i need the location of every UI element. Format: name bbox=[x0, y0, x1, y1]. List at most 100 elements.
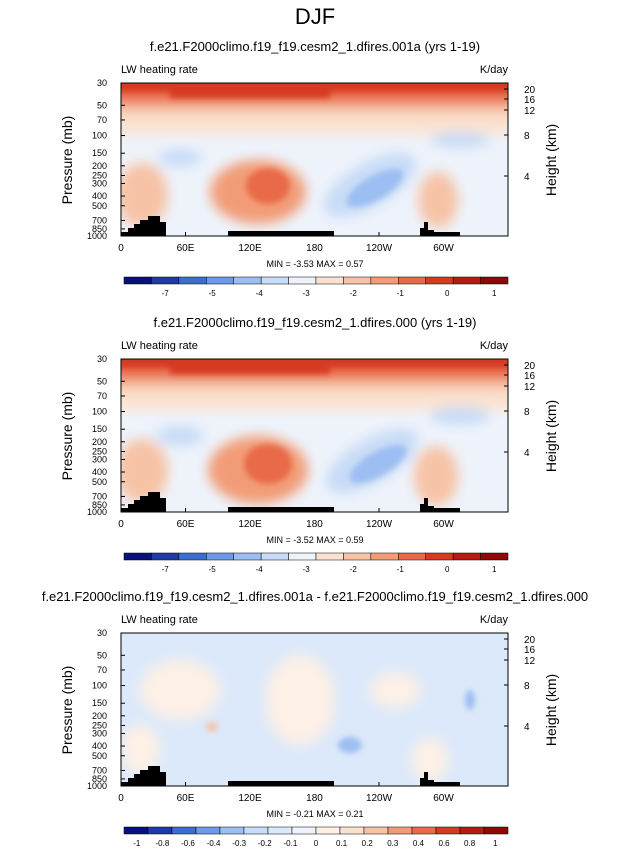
colorbar-label: -7 bbox=[162, 565, 170, 574]
y-tick-label: 850 bbox=[92, 500, 107, 510]
y-axis-label: Pressure (mb) bbox=[59, 392, 75, 481]
x-tick-label: 180 bbox=[306, 519, 323, 530]
colorbar-label: -0.4 bbox=[207, 839, 221, 848]
y-tick-label: 1000 bbox=[87, 507, 107, 517]
x-tick-labels: 0 60E 120E 180 120W 60W bbox=[118, 782, 454, 804]
colorbar-swatch bbox=[288, 552, 317, 561]
colorbar-label: -5 bbox=[209, 289, 217, 298]
colorbar-swatch bbox=[219, 826, 245, 835]
colorbar-label: -4 bbox=[256, 289, 264, 298]
colorbar-swatch bbox=[243, 826, 269, 835]
colorbar-swatch bbox=[315, 276, 344, 285]
colorbar: -7 -5 -4 -3 -2 -1 0 1 bbox=[123, 552, 509, 574]
y2-tick-label: 4 bbox=[524, 448, 530, 459]
colorbar: -7 -5 -4 -3 -2 -1 0 1 bbox=[123, 276, 509, 298]
colorbar-swatch bbox=[291, 826, 317, 835]
colorbar-label: -2 bbox=[350, 565, 358, 574]
y-tick-label: 700 bbox=[92, 765, 107, 775]
colorbar-label: 0.1 bbox=[336, 839, 348, 848]
colorbar-label: 0 bbox=[314, 839, 319, 848]
colorbar-label: -3 bbox=[303, 289, 311, 298]
colorbar-label: -0.2 bbox=[258, 839, 272, 848]
figure-title: DJF bbox=[295, 4, 335, 29]
y-tick-label: 30 bbox=[97, 628, 107, 638]
y-tick-label: 100 bbox=[92, 131, 107, 141]
x-tick-label: 120W bbox=[366, 793, 393, 804]
colorbar-label: -7 bbox=[162, 289, 170, 298]
x-tick-label: 0 bbox=[118, 243, 124, 254]
colorbar-swatch bbox=[123, 552, 152, 561]
colorbar-label: 0.6 bbox=[438, 839, 450, 848]
colorbar-swatch bbox=[398, 276, 426, 285]
colorbar-swatch bbox=[206, 552, 234, 561]
colorbar-swatch bbox=[398, 552, 426, 561]
colorbar-swatch bbox=[147, 826, 173, 835]
y-tick-label: 850 bbox=[92, 774, 107, 784]
colorbar-swatch bbox=[483, 826, 509, 835]
x-tick-label: 120E bbox=[238, 243, 262, 254]
y2-tick-label: 20 bbox=[524, 85, 536, 96]
x-tick-label: 120E bbox=[238, 793, 262, 804]
y-tick-label: 200 bbox=[92, 437, 107, 447]
y-tick-label: 100 bbox=[92, 681, 107, 691]
y-tick-label: 200 bbox=[92, 161, 107, 171]
y-tick-label: 150 bbox=[92, 148, 107, 158]
heatmap-field bbox=[121, 359, 508, 512]
y2-axis-label: Height (km) bbox=[543, 400, 559, 472]
y-tick-label: 400 bbox=[92, 741, 107, 751]
left-label: LW heating rate bbox=[121, 340, 198, 352]
colorbar-swatch bbox=[452, 552, 481, 561]
colorbar-swatch bbox=[435, 826, 461, 835]
colorbar-swatch bbox=[343, 276, 372, 285]
colorbar-label: 1 bbox=[493, 839, 498, 848]
colorbar-label: -4 bbox=[256, 565, 264, 574]
colorbar-swatch bbox=[260, 552, 289, 561]
colorbar-swatch bbox=[425, 552, 454, 561]
x-tick-label: 120W bbox=[366, 243, 393, 254]
y-tick-label: 1000 bbox=[87, 231, 107, 241]
x-tick-label: 120E bbox=[238, 519, 262, 530]
y-tick-label: 300 bbox=[92, 728, 107, 738]
colorbar-swatch bbox=[315, 826, 341, 835]
colorbar-swatch bbox=[343, 552, 372, 561]
x-tick-label: 60E bbox=[177, 519, 195, 530]
colorbar-label: -0.1 bbox=[284, 839, 298, 848]
y-tick-label: 500 bbox=[92, 751, 107, 761]
panel-2: f.e21.F2000climo.f19_f19.cesm2_1.dfires.… bbox=[59, 315, 559, 574]
y2-tick-label: 4 bbox=[524, 172, 530, 183]
x-tick-labels: 0 60E 120E 180 120W 60W bbox=[118, 232, 454, 254]
y-tick-label: 70 bbox=[97, 665, 107, 675]
y-tick-label: 50 bbox=[97, 650, 107, 660]
colorbar-swatch bbox=[151, 276, 180, 285]
y2-tick-label: 12 bbox=[524, 656, 536, 667]
colorbar-label: 0.2 bbox=[362, 839, 374, 848]
y2-axis-label: Height (km) bbox=[543, 124, 559, 196]
colorbar-swatch bbox=[387, 826, 413, 835]
colorbar-swatch bbox=[425, 276, 454, 285]
stats-text: MIN = -3.52 MAX = 0.59 bbox=[266, 535, 363, 545]
x-tick-label: 0 bbox=[118, 793, 124, 804]
y-tick-label: 30 bbox=[97, 78, 107, 88]
y2-tick-label: 12 bbox=[524, 106, 536, 117]
x-tick-label: 180 bbox=[306, 793, 323, 804]
y-tick-label: 1000 bbox=[87, 781, 107, 791]
topography bbox=[121, 492, 460, 512]
colorbar-swatch bbox=[260, 276, 289, 285]
colorbar-swatch bbox=[339, 826, 365, 835]
colorbar-label: -5 bbox=[209, 565, 217, 574]
y-tick-label: 150 bbox=[92, 424, 107, 434]
colorbar-swatch bbox=[315, 552, 344, 561]
colorbar-label: 0.8 bbox=[464, 839, 476, 848]
colorbar-swatch bbox=[480, 552, 509, 561]
right-label: K/day bbox=[480, 340, 509, 352]
y-tick-label: 50 bbox=[97, 376, 107, 386]
colorbar-swatch bbox=[370, 552, 399, 561]
y2-tick-label: 16 bbox=[524, 95, 536, 106]
x-tick-labels: 0 60E 120E 180 120W 60W bbox=[118, 508, 454, 530]
colorbar-swatch bbox=[452, 276, 481, 285]
